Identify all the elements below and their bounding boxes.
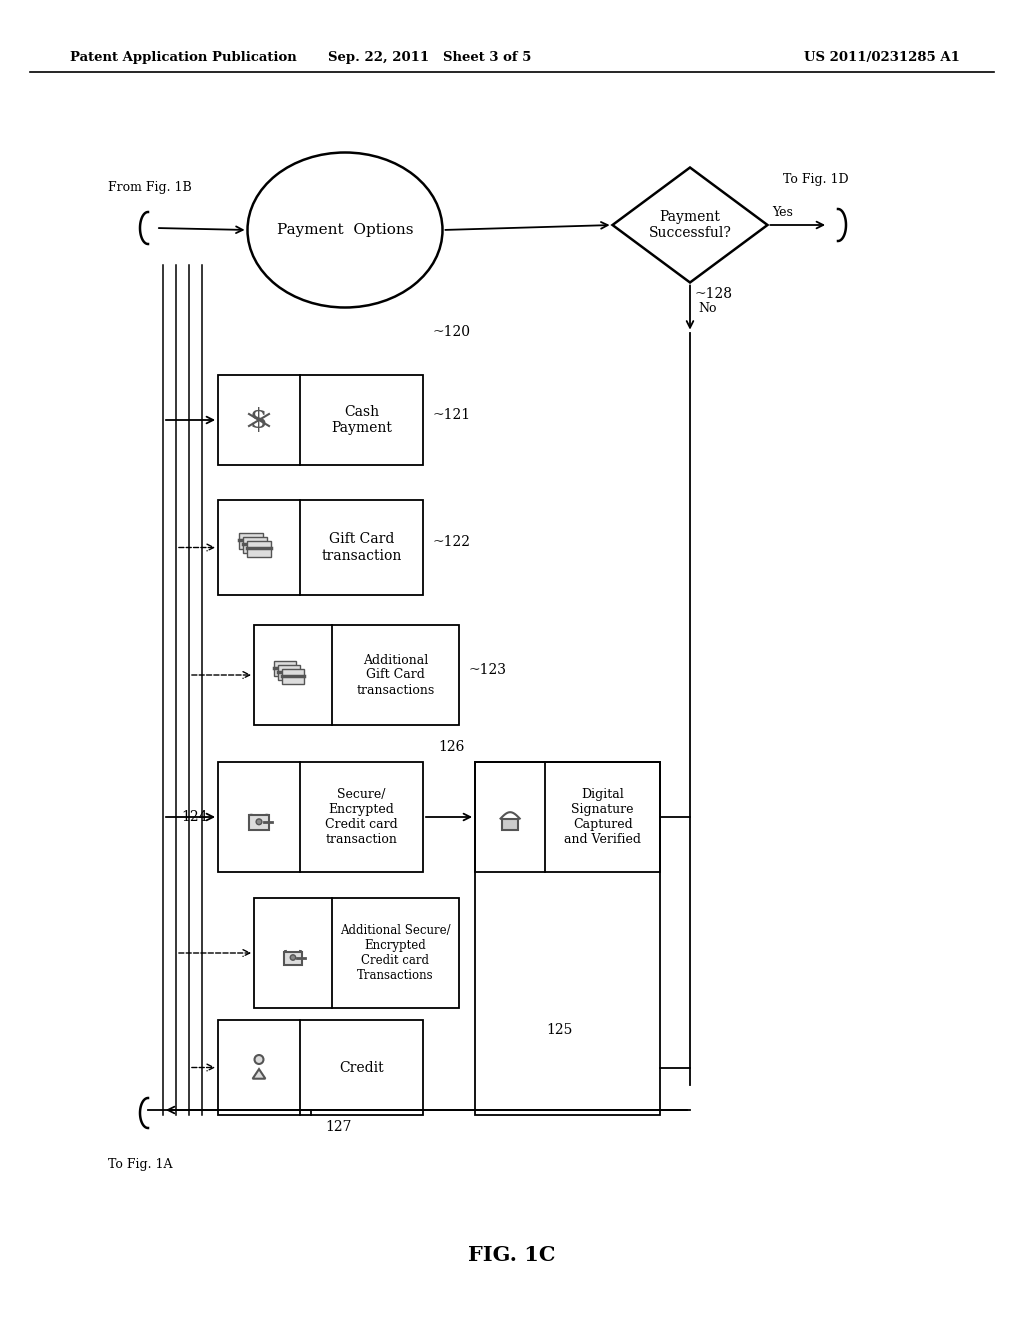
Text: ~121: ~121 [433,408,471,422]
Bar [284,952,302,965]
Bar [475,762,660,1115]
Bar [254,898,459,1008]
Text: Additional Secure/
Encrypted
Credit card
Transactions: Additional Secure/ Encrypted Credit card… [340,924,451,982]
Text: Additional
Gift Card
transactions: Additional Gift Card transactions [356,653,434,697]
Bar [218,762,423,873]
Text: Gift Card
transaction: Gift Card transaction [322,532,401,562]
Text: 127: 127 [326,1119,352,1134]
Bar [243,537,267,553]
Text: ~122: ~122 [433,536,471,549]
Text: ~123: ~123 [469,663,507,677]
Text: Yes: Yes [772,206,794,219]
Bar [218,500,423,595]
Text: 125: 125 [547,1023,572,1038]
Text: Payment  Options: Payment Options [276,223,414,238]
Circle shape [290,954,296,960]
Bar [247,541,271,557]
Text: From Fig. 1B: From Fig. 1B [108,181,191,194]
Text: FIG. 1C: FIG. 1C [468,1245,556,1265]
Bar [218,1020,423,1115]
Bar [239,533,263,549]
Bar [274,661,297,676]
Text: Secure/
Encrypted
Credit card
transaction: Secure/ Encrypted Credit card transactio… [326,788,398,846]
Bar [254,624,459,725]
Text: ~128: ~128 [695,288,733,301]
Circle shape [256,818,262,825]
Text: $: $ [250,407,268,433]
Circle shape [255,1055,263,1064]
Bar [278,665,300,680]
Text: US 2011/0231285 A1: US 2011/0231285 A1 [804,51,961,65]
Text: Credit: Credit [339,1060,384,1074]
Bar [218,375,423,465]
Bar [475,762,660,873]
Text: Payment
Successful?: Payment Successful? [648,210,731,240]
Text: To Fig. 1A: To Fig. 1A [108,1158,172,1171]
Text: To Fig. 1D: To Fig. 1D [783,173,849,186]
Text: ~120: ~120 [432,326,470,339]
Text: 124: 124 [181,810,208,824]
Bar [250,816,268,830]
Text: Cash
Payment: Cash Payment [331,405,392,436]
Bar [282,669,304,684]
Text: Digital
Signature
Captured
and Verified: Digital Signature Captured and Verified [564,788,641,846]
Text: Patent Application Publication: Patent Application Publication [70,51,297,65]
Text: No: No [698,302,717,315]
Text: Sep. 22, 2011   Sheet 3 of 5: Sep. 22, 2011 Sheet 3 of 5 [329,51,531,65]
Polygon shape [253,1069,265,1078]
Text: 126: 126 [438,741,465,754]
Bar [502,818,518,830]
